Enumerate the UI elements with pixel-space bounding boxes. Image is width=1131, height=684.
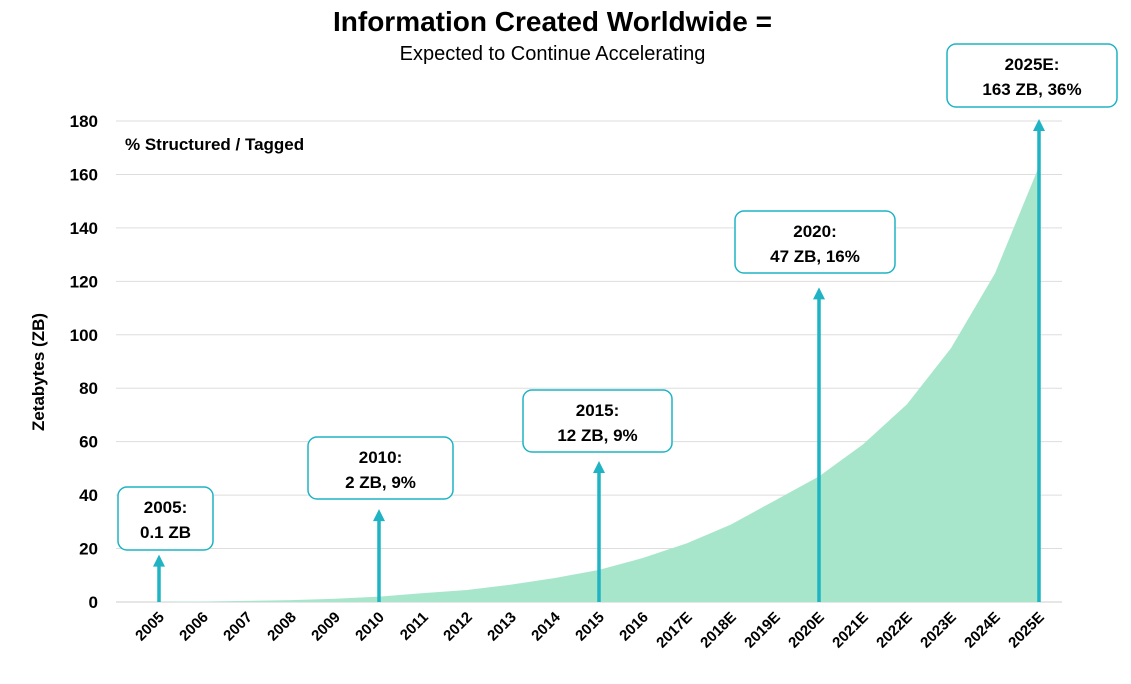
x-tick-label: 2010	[352, 609, 388, 645]
y-tick-label: 120	[70, 272, 98, 291]
callout-box	[117, 486, 214, 551]
y-axis-ticks: 0 20 40 60 80 100 120 140 160 180	[70, 112, 98, 612]
chart-title: Information Created Worldwide =	[333, 6, 772, 37]
callout-value: 0.1 ZB	[140, 523, 191, 542]
y-tick-label: 80	[79, 379, 98, 398]
y-tick-label: 140	[70, 219, 98, 238]
x-tick-label: 2011	[397, 609, 432, 644]
arrow-head	[153, 554, 165, 567]
x-tick-label: 2020E	[785, 609, 828, 652]
x-tick-label: 2018E	[697, 609, 740, 652]
y-tick-label: 60	[79, 433, 98, 452]
callout-box	[946, 43, 1118, 108]
y-tick-label: 180	[70, 112, 98, 131]
x-tick-label: 2019E	[741, 609, 784, 652]
callout-box	[307, 436, 454, 500]
callout-year: 2005:	[144, 498, 187, 517]
y-tick-label: 0	[89, 593, 98, 612]
callout-year: 2025E:	[1005, 55, 1060, 74]
arrow-head	[813, 287, 825, 300]
x-tick-label: 2007	[220, 609, 256, 645]
x-tick-label: 2024E	[961, 609, 1004, 652]
callout-box	[734, 210, 896, 274]
x-tick-label: 2017E	[653, 609, 696, 652]
y-axis-label: Zetabytes (ZB)	[29, 313, 48, 431]
chart-subtitle: Expected to Continue Accelerating	[399, 43, 706, 65]
structured-tagged-note: % Structured / Tagged	[125, 135, 304, 154]
x-tick-label: 2012	[440, 609, 476, 645]
x-tick-label: 2006	[176, 609, 212, 645]
callout-box	[522, 389, 673, 453]
arrow-head	[373, 509, 385, 522]
x-tick-label: 2021E	[829, 609, 872, 652]
x-tick-label: 2013	[484, 609, 520, 645]
callout-value: 163 ZB, 36%	[982, 80, 1081, 99]
callout-value: 47 ZB, 16%	[770, 247, 860, 266]
arrow-head	[1033, 119, 1045, 131]
y-tick-label: 160	[70, 165, 98, 184]
callout-2015: 2015: 12 ZB, 9%	[522, 389, 673, 602]
arrow-head	[593, 461, 605, 474]
x-tick-label: 2023E	[917, 609, 960, 652]
callout-2020E: 2020: 47 ZB, 16%	[734, 210, 896, 602]
callout-value: 2 ZB, 9%	[345, 473, 416, 492]
y-tick-label: 20	[79, 540, 98, 559]
callout-value: 12 ZB, 9%	[557, 426, 637, 445]
callout-year: 2020:	[793, 222, 836, 241]
x-tick-label: 2008	[264, 609, 300, 645]
x-tick-label: 2005	[132, 609, 168, 645]
callout-year: 2010:	[359, 448, 402, 467]
x-tick-label: 2022E	[873, 609, 916, 652]
x-tick-label: 2016	[616, 609, 652, 645]
callout-2010: 2010: 2 ZB, 9%	[307, 436, 454, 602]
x-tick-label: 2009	[308, 609, 344, 645]
y-tick-label: 100	[70, 326, 98, 345]
x-axis-ticks: 2005 2006 2007 2008 2009 2010 2011 2012 2013 2014…	[132, 608, 1048, 651]
x-tick-label: 2015	[572, 609, 608, 645]
callout-year: 2015:	[576, 401, 619, 420]
y-tick-label: 40	[79, 486, 98, 505]
x-tick-label: 2014	[528, 608, 564, 644]
x-tick-label: 2025E	[1005, 609, 1048, 652]
callout-2025E: 2025E: 163 ZB, 36%	[946, 43, 1118, 602]
callout-2005: 2005: 0.1 ZB	[117, 486, 214, 602]
